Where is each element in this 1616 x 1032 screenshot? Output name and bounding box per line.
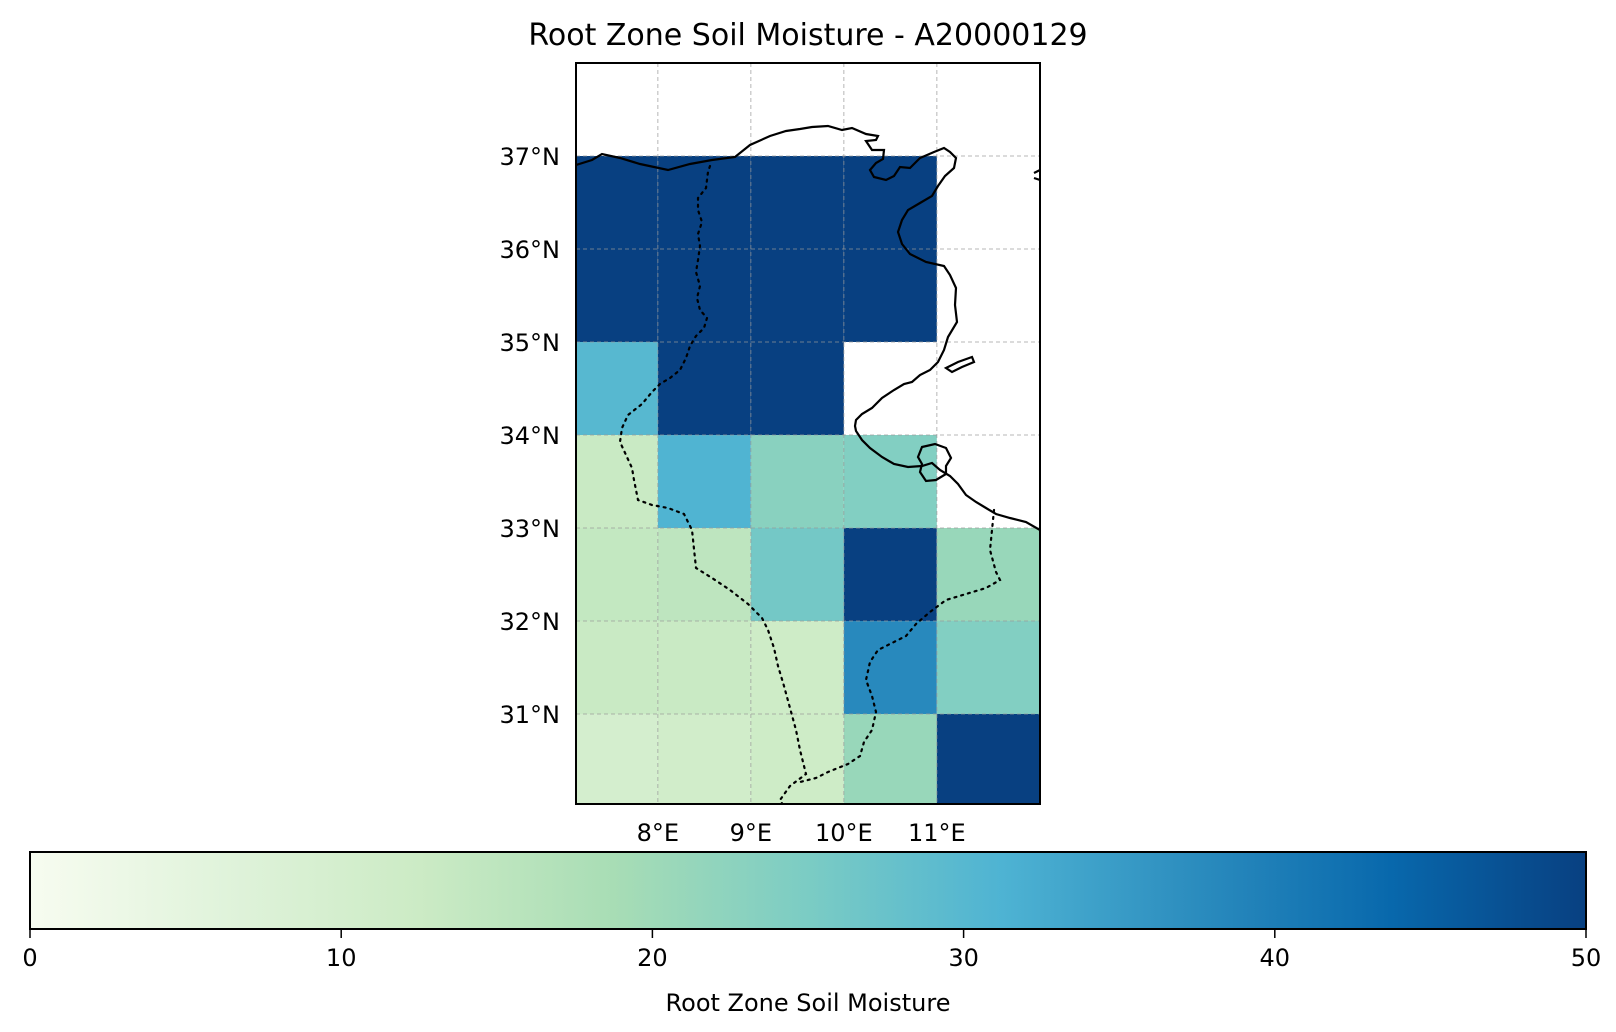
colorbar-gradient [29, 851, 1587, 930]
latitude-tick-label: 36°N [500, 236, 561, 264]
moisture-cell [843, 621, 937, 714]
latitude-tick-label: 33°N [500, 515, 561, 543]
colorbar-ticks: 0 10 20 30 40 50 [22, 929, 1601, 972]
longitude-labels: 8°E 9°E 10°E 11°E [637, 819, 966, 847]
moisture-cell [750, 714, 844, 804]
colorbar-tick-label: 0 [22, 944, 37, 972]
moisture-cell [657, 249, 751, 342]
latitude-labels: 31°N 32°N 33°N 34°N 35°N 36°N 37°N [500, 143, 561, 729]
moisture-cell [657, 435, 751, 528]
country-border [618, 164, 808, 804]
gridlines [576, 63, 1040, 804]
colorbar-tick-label: 40 [1260, 944, 1291, 972]
moisture-cell [936, 528, 1040, 621]
coastline-and-borders [576, 124, 1040, 804]
moisture-cell [843, 714, 937, 804]
moisture-cell [576, 714, 658, 804]
moisture-cell [843, 435, 937, 528]
libya-border [798, 508, 1002, 784]
moisture-cell [750, 528, 844, 621]
colorbar: 0 10 20 30 40 50 Root Zone Soil Moisture [22, 851, 1601, 1017]
moisture-cell [576, 249, 658, 342]
colorbar-tick-label: 50 [1571, 944, 1602, 972]
colorbar-tick-label: 20 [637, 944, 668, 972]
moisture-cell [843, 528, 937, 621]
moisture-cell [576, 342, 658, 435]
latitude-tick-label: 37°N [500, 143, 561, 171]
moisture-cell [936, 621, 1040, 714]
chart-title: Root Zone Soil Moisture - A20000129 [528, 18, 1087, 53]
latitude-tick-label: 35°N [500, 329, 561, 357]
moisture-cell [657, 342, 751, 435]
longitude-tick-label: 8°E [637, 819, 679, 847]
latitude-tick-label: 32°N [500, 608, 561, 636]
colorbar-tick-label: 10 [326, 944, 357, 972]
moisture-grid [576, 156, 1040, 804]
moisture-cell [750, 156, 844, 249]
longitude-tick-label: 11°E [908, 819, 966, 847]
kerkennah-island [943, 355, 976, 374]
colorbar-tick-label: 30 [948, 944, 979, 972]
moisture-cell [750, 342, 844, 435]
moisture-cell [750, 249, 844, 342]
longitude-tick-label: 10°E [815, 819, 873, 847]
map-frame [575, 62, 1041, 805]
coastline [576, 124, 1040, 531]
moisture-cell [657, 621, 751, 714]
colorbar-label: Root Zone Soil Moisture [666, 989, 951, 1017]
moisture-cell [576, 528, 658, 621]
moisture-cell [657, 156, 751, 249]
moisture-cell [936, 714, 1040, 804]
latitude-tick-label: 31°N [500, 701, 561, 729]
moisture-cell [657, 714, 751, 804]
moisture-cell [576, 435, 658, 528]
longitude-tick-label: 9°E [730, 819, 772, 847]
moisture-cell [576, 621, 658, 714]
moisture-cell [843, 249, 937, 342]
moisture-cell [750, 621, 844, 714]
moisture-cell [750, 435, 844, 528]
djerba-island [916, 442, 953, 483]
moisture-cell [576, 156, 658, 249]
latitude-tick-label: 34°N [500, 422, 561, 450]
moisture-cell [657, 528, 751, 621]
